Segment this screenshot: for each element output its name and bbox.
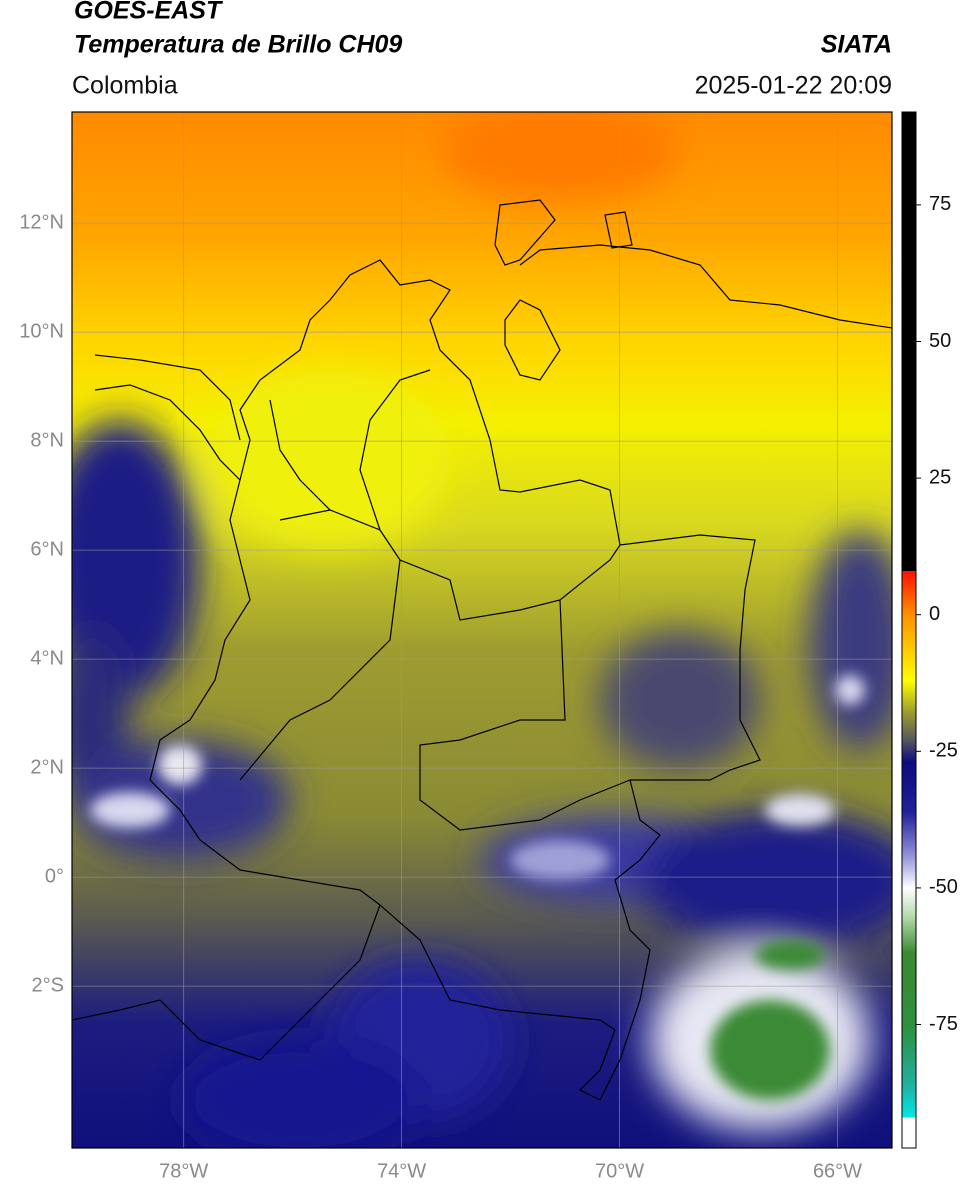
- lon-tick-label: 70°W: [595, 1160, 644, 1182]
- source: SIATA: [821, 31, 892, 59]
- satellite-image: [72, 112, 892, 1148]
- colorbar-tick-label: 75: [929, 193, 951, 215]
- lat-tick-label: 6°N: [30, 538, 64, 560]
- colorbar-bar: [901, 111, 917, 1149]
- title: GOES-EAST: [74, 0, 224, 25]
- lat-tick-label: 12°N: [19, 211, 64, 233]
- colorbar-tick-label: -25: [929, 740, 958, 762]
- colorbar-tick-label: 25: [929, 466, 951, 488]
- lat-tick-label: 10°N: [19, 320, 64, 342]
- colorbar-tick-label: -50: [929, 876, 958, 898]
- region: Colombia: [72, 72, 178, 100]
- lat-tick-label: 4°N: [30, 647, 64, 669]
- colorbar-tick-label: 50: [929, 330, 951, 352]
- lat-tick-label: 8°N: [30, 429, 64, 451]
- borders: [72, 199, 892, 1101]
- lon-tick-label: 78°W: [159, 1160, 208, 1182]
- map-frame: [71, 111, 893, 1149]
- colorbar: 75 50 25 0 -25 -50 -75: [901, 111, 958, 1149]
- timestamp: 2025-01-22 20:09: [695, 72, 892, 100]
- graticule: [72, 112, 892, 1148]
- lat-tick-label: 2°S: [32, 974, 64, 996]
- lon-tick-label: 74°W: [377, 1160, 426, 1182]
- subtitle: Temperatura de Brillo CH09: [74, 31, 402, 59]
- lon-tick-label: 66°W: [813, 1160, 862, 1182]
- colorbar-tick-label: -75: [929, 1013, 958, 1035]
- colorbar-tick-label: 0: [929, 603, 940, 625]
- lat-tick-label: 2°N: [30, 756, 64, 778]
- lat-tick-label: 0°: [45, 865, 64, 887]
